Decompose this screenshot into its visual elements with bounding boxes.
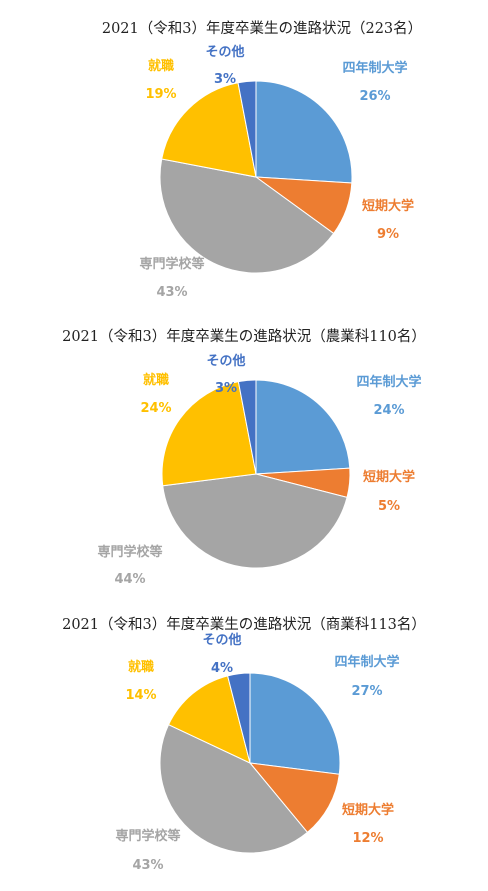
chart-2-label-job: 就職 [143, 372, 169, 388]
chart-3-title: 2021（令和3）年度卒業生の進路状況（商業科113名） [62, 616, 426, 633]
chart-1-slices [159, 80, 353, 274]
chart-2-label-vocational: 専門学校等 [97, 544, 162, 560]
chart-2-pct-job: 24% [140, 401, 171, 416]
chart-1-title: 2021（令和3）年度卒業生の進路状況（223名） [102, 20, 422, 37]
chart-2-slice-other [237, 379, 257, 475]
chart-3-pct-other: 4% [211, 661, 233, 676]
chart-3-pct-job: 14% [125, 688, 156, 703]
pie-chart-3: 2021（令和3）年度卒業生の進路状況（商業科113名） 四年制大学 27% 短… [62, 616, 426, 873]
chart-1-slice-other [237, 80, 257, 178]
chart-3-slice-other [227, 672, 251, 764]
pie-chart-2: 2021（令和3）年度卒業生の進路状況（農業科110名） 四年制大学 24% 短… [62, 328, 426, 587]
chart-1-pct-junior: 9% [377, 227, 399, 242]
chart-3-pct-vocational: 43% [132, 858, 163, 873]
chart-3-slices [159, 672, 341, 854]
chart-3-slice-univ [249, 672, 341, 775]
chart-2-pct-junior: 5% [378, 499, 400, 514]
chart-2-pct-other: 3% [215, 381, 237, 396]
chart-2-title: 2021（令和3）年度卒業生の進路状況（農業科110名） [62, 328, 426, 345]
chart-3-pct-junior: 12% [352, 831, 383, 846]
chart-3-slice-vocational [159, 724, 309, 854]
chart-2-slice-vocational [162, 473, 348, 569]
chart-2-slice-job [161, 381, 257, 487]
chart-2-pct-univ: 24% [373, 403, 404, 418]
chart-3-label-vocational: 専門学校等 [115, 828, 180, 844]
chart-2-pct-vocational: 44% [114, 572, 145, 587]
chart-2-label-other: その他 [206, 353, 245, 369]
chart-1-label-other: その他 [205, 44, 244, 60]
pie-chart-1: 2021（令和3）年度卒業生の進路状況（223名） 四年制大学 26% 短期大学… [102, 20, 422, 300]
chart-1-pct-job: 19% [145, 87, 176, 102]
chart-3-label-univ: 四年制大学 [334, 654, 399, 670]
chart-1-slice-job [161, 82, 257, 178]
chart-1-label-job: 就職 [148, 58, 174, 74]
chart-2-slices [161, 379, 351, 569]
chart-1-label-univ: 四年制大学 [342, 60, 407, 76]
chart-3-label-job: 就職 [128, 659, 154, 675]
chart-1-label-junior: 短期大学 [362, 198, 414, 214]
chart-3-label-junior: 短期大学 [342, 802, 394, 818]
chart-1-slice-univ [255, 80, 353, 184]
chart-1-pct-vocational: 43% [156, 285, 187, 300]
chart-2-slice-univ [255, 379, 351, 475]
chart-1-pct-univ: 26% [359, 89, 390, 104]
chart-3-slice-job [167, 675, 251, 764]
chart-3-pct-univ: 27% [351, 684, 382, 699]
chart-1-label-vocational: 専門学校等 [139, 256, 204, 272]
chart-3-slice-junior [248, 762, 340, 834]
chart-2-label-univ: 四年制大学 [356, 374, 421, 390]
chart-2-label-junior: 短期大学 [363, 469, 415, 485]
chart-3-label-other: その他 [202, 632, 241, 648]
chart-1-pct-other: 3% [214, 72, 236, 87]
chart-1-slice-vocational [159, 158, 335, 274]
